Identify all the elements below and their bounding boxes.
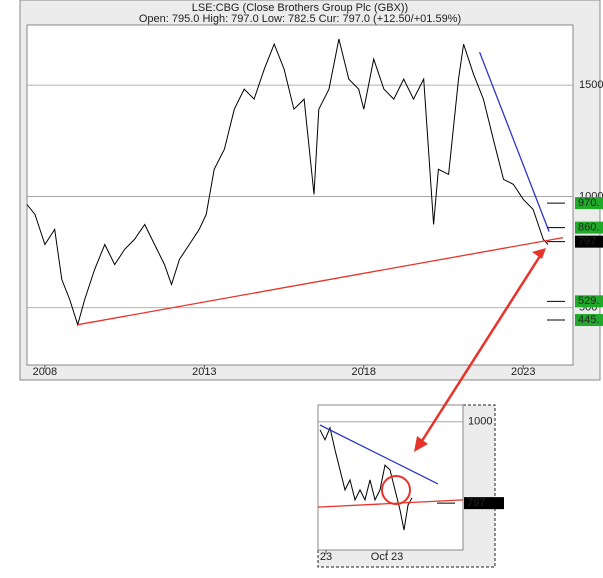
price-line xyxy=(319,426,413,531)
x-tick-label: Oct 23 xyxy=(371,551,403,563)
level-label: 797 xyxy=(578,236,596,248)
price-line xyxy=(26,38,549,327)
x-tick-label: 2008 xyxy=(33,366,57,378)
level-box xyxy=(575,314,603,327)
trend-line xyxy=(478,51,550,232)
main-plot xyxy=(26,24,574,366)
x-tick-label: 2018 xyxy=(352,366,376,378)
arrow-head xyxy=(532,248,546,259)
level-label: 529. xyxy=(578,295,599,307)
trend-line xyxy=(319,424,439,485)
level-label: 970. xyxy=(578,197,599,209)
level-box xyxy=(575,221,603,234)
highlight-circle xyxy=(381,475,411,505)
level-label: 445. xyxy=(578,314,599,326)
x-tick-label: 2023 xyxy=(511,366,535,378)
level-box xyxy=(575,295,603,308)
level-label: 797 xyxy=(467,497,485,509)
callout-arrow xyxy=(418,255,542,445)
arrow-head xyxy=(414,436,428,452)
y-tick-label: 1000 xyxy=(468,416,492,428)
x-tick-label: 23 xyxy=(320,551,332,563)
x-tick-label: 2013 xyxy=(192,366,216,378)
level-box xyxy=(575,197,603,210)
trend-line xyxy=(77,236,564,326)
y-tick-label: 1500 xyxy=(579,79,603,91)
level-box xyxy=(575,235,603,248)
chart-title: LSE:CBG (Close Brothers Group Plc (GBX)) xyxy=(192,2,408,14)
chart-subtitle: Open: 795.0 High: 797.0 Low: 782.5 Cur: … xyxy=(139,13,461,25)
level-box xyxy=(464,497,504,510)
level-label: 860. xyxy=(578,222,599,234)
